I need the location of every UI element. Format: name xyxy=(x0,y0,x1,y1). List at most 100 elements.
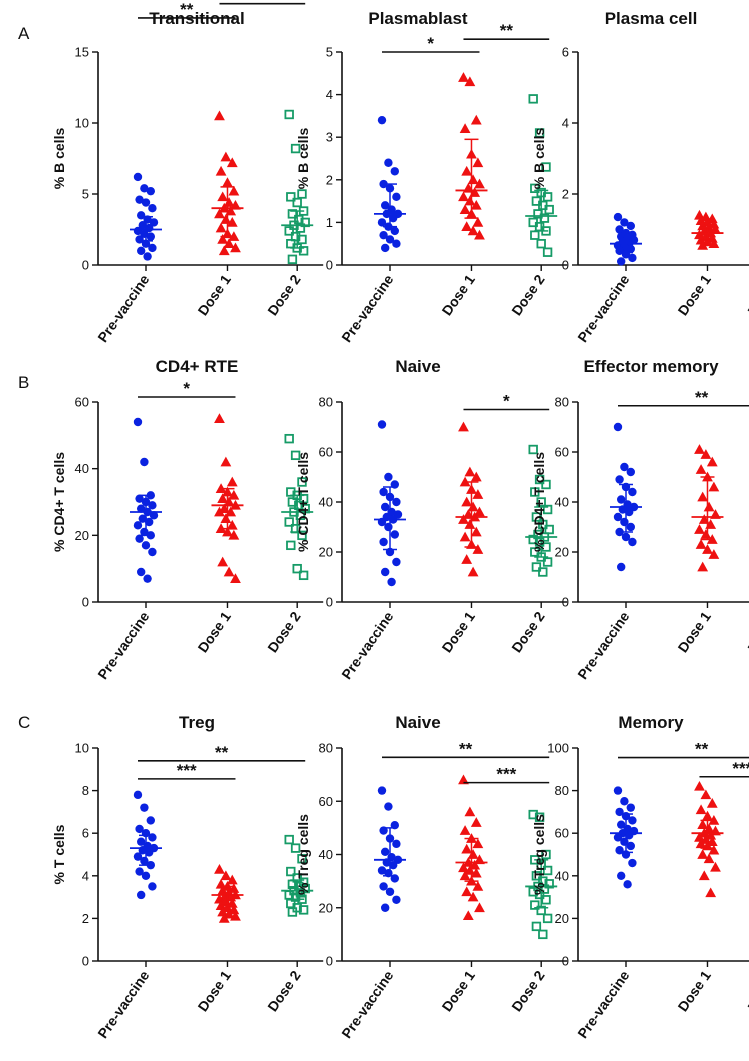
data-point xyxy=(462,910,474,921)
data-point xyxy=(464,76,476,87)
data-point xyxy=(474,229,485,240)
data-point xyxy=(385,235,395,244)
data-point xyxy=(464,195,476,206)
data-point xyxy=(217,885,229,896)
panel-b-naive: Naive 0 20 40 60 80 % CD4+ T cells Pre-vaccine D… xyxy=(295,357,568,682)
data-point xyxy=(215,165,227,176)
y-tick-label: 15 xyxy=(75,45,89,60)
data-point xyxy=(384,158,393,167)
data-point xyxy=(628,858,637,868)
data-point xyxy=(222,902,233,913)
data-point xyxy=(390,226,399,236)
series-dose-1 xyxy=(455,421,488,577)
data-point xyxy=(467,849,479,859)
data-point xyxy=(536,238,546,249)
data-point xyxy=(149,218,159,227)
data-point xyxy=(703,853,715,864)
series-dose-2 xyxy=(281,109,314,265)
data-point xyxy=(226,519,238,530)
panel-c-treg: Treg 0 2 4 6 8 10 % T cells Pre-vaccine Dose 1 Dos… xyxy=(51,713,324,1041)
data-point xyxy=(294,214,304,225)
data-point xyxy=(286,540,296,551)
data-point xyxy=(458,421,469,432)
data-point xyxy=(140,184,149,193)
data-point xyxy=(544,204,554,215)
data-point xyxy=(626,522,635,532)
data-point xyxy=(228,904,240,915)
data-point xyxy=(137,837,146,846)
data-point xyxy=(694,229,705,240)
data-point xyxy=(384,522,393,532)
data-point xyxy=(534,128,545,138)
data-point xyxy=(392,895,401,904)
data-point xyxy=(392,192,401,202)
data-point xyxy=(467,174,479,185)
data-point xyxy=(214,864,225,874)
data-point xyxy=(284,109,294,120)
data-point xyxy=(133,790,143,800)
data-point xyxy=(528,94,538,104)
series-dose-1 xyxy=(455,774,488,921)
row-label-c: C xyxy=(18,713,30,732)
data-point xyxy=(628,253,637,263)
data-point xyxy=(461,554,473,564)
data-point xyxy=(534,812,545,822)
data-point xyxy=(390,167,399,176)
y-tick-label: 8 xyxy=(82,783,89,798)
y-tick-label: 40 xyxy=(555,495,569,510)
data-point xyxy=(703,501,715,512)
data-point xyxy=(287,907,298,917)
data-point xyxy=(626,803,635,812)
y-tick-label: 3 xyxy=(326,130,333,145)
x-category-label-dose-1: Dose 1 xyxy=(438,271,478,318)
y-tick-label: 4 xyxy=(326,87,333,102)
x-category-label-dose-2: Dose 2 xyxy=(264,271,304,318)
data-point xyxy=(390,530,399,539)
data-point xyxy=(230,242,241,253)
data-point xyxy=(617,257,626,266)
data-point xyxy=(708,218,720,229)
data-point xyxy=(377,218,387,227)
data-point xyxy=(284,834,294,845)
data-point xyxy=(472,157,484,168)
data-point xyxy=(626,244,635,254)
series-pre-vaccine xyxy=(374,786,406,912)
significance-label: *** xyxy=(177,761,197,780)
data-point xyxy=(538,567,548,577)
row-labels: A B C xyxy=(18,24,30,732)
series-dose-2 xyxy=(525,809,558,940)
y-tick-label: 0 xyxy=(326,595,333,610)
data-point xyxy=(538,519,548,530)
significance-label: *** xyxy=(496,765,516,784)
data-point xyxy=(385,887,395,896)
data-point xyxy=(459,870,471,881)
x-category-label-pre-vaccine: Pre-vaccine xyxy=(94,967,152,1041)
data-point xyxy=(297,234,307,245)
data-point xyxy=(528,444,538,455)
significance-label: ** xyxy=(256,0,270,5)
x-category-label-dose-1: Dose 1 xyxy=(674,608,714,655)
data-point xyxy=(702,217,713,227)
data-point xyxy=(470,199,482,210)
series-pre-vaccine xyxy=(374,420,406,587)
data-point xyxy=(461,843,473,854)
data-point xyxy=(461,496,473,507)
data-point xyxy=(149,511,159,520)
y-tick-label: 0 xyxy=(82,595,89,610)
series-dose-1 xyxy=(691,444,724,572)
series-dose-2 xyxy=(525,444,558,577)
data-point xyxy=(135,534,144,543)
data-point xyxy=(702,236,713,247)
data-point xyxy=(146,816,155,825)
series-dose-2 xyxy=(281,834,314,917)
data-point xyxy=(708,238,720,249)
data-point xyxy=(626,221,635,231)
data-point xyxy=(140,803,149,812)
data-point xyxy=(613,212,623,222)
data-point xyxy=(621,532,631,542)
data-point xyxy=(230,910,241,921)
data-point xyxy=(135,494,144,503)
x-category-label-pre-vaccine: Pre-vaccine xyxy=(574,967,632,1041)
series-dose-2 xyxy=(281,433,314,581)
panel-title: CD4+ RTE xyxy=(156,357,239,376)
